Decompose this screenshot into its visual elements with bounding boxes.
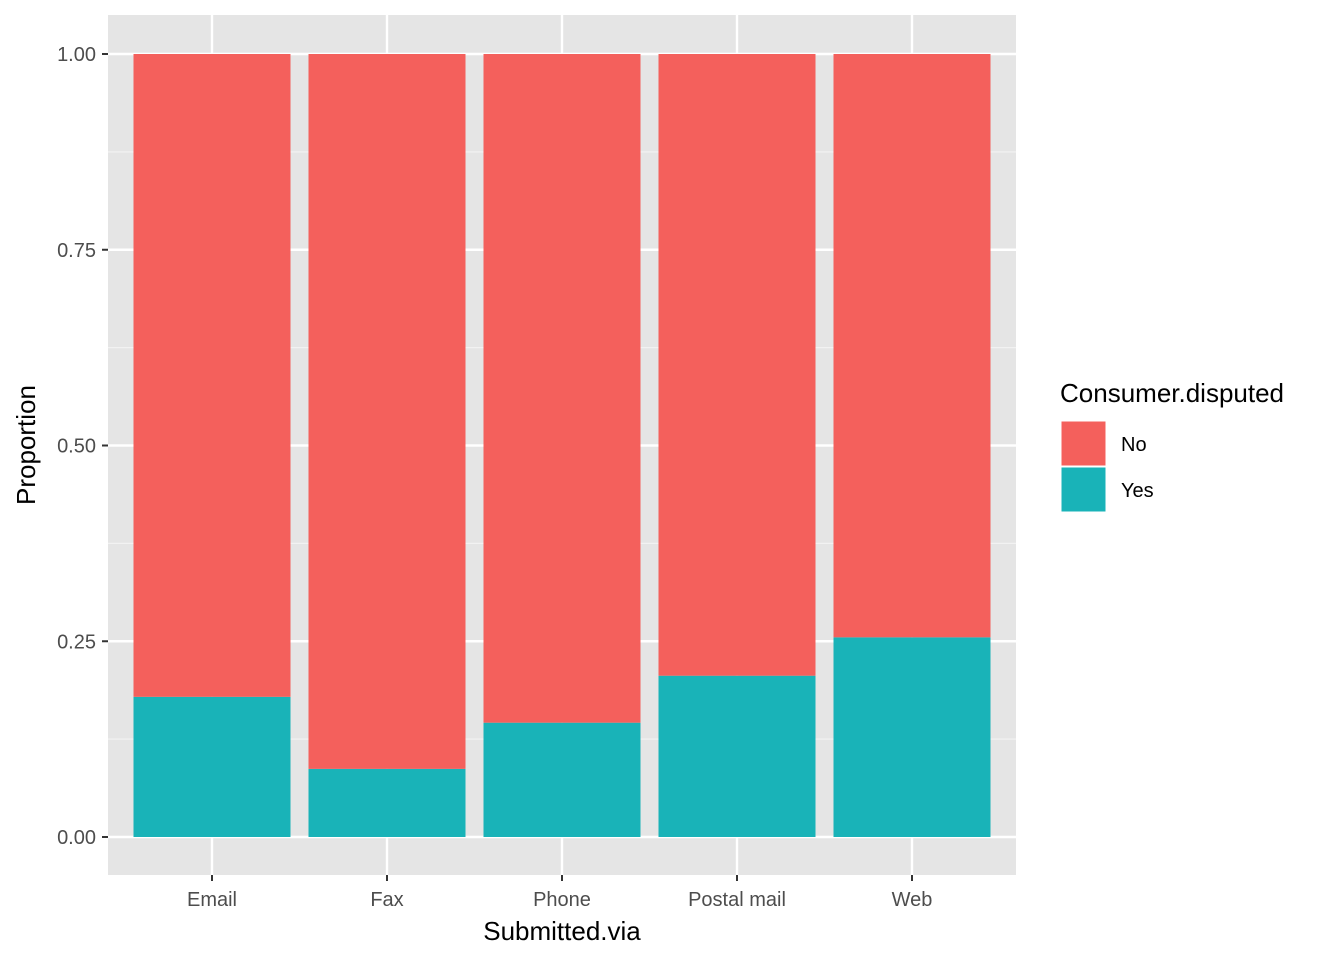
legend-key-no bbox=[1060, 420, 1107, 467]
legend-title: Consumer.disputed bbox=[1060, 378, 1284, 408]
bar-no bbox=[658, 54, 816, 676]
x-tick-label: Web bbox=[892, 889, 933, 911]
bar-yes bbox=[658, 675, 816, 837]
x-tick-label: Fax bbox=[370, 889, 403, 911]
y-tick-label: 0.25 bbox=[57, 631, 96, 653]
bar-no bbox=[833, 54, 991, 638]
legend: Consumer.disputed No Yes bbox=[1060, 378, 1284, 513]
x-axis-title: Submitted.via bbox=[483, 916, 641, 946]
bar-yes bbox=[483, 722, 641, 837]
y-axis-title: Proportion bbox=[11, 385, 41, 505]
bars bbox=[133, 54, 991, 837]
y-tick-label: 1.00 bbox=[57, 44, 96, 66]
bar-yes bbox=[833, 637, 991, 837]
y-tick-label: 0.00 bbox=[57, 827, 96, 849]
x-tick-label: Phone bbox=[533, 889, 591, 911]
legend-key-yes bbox=[1060, 466, 1107, 513]
bar-yes bbox=[133, 696, 291, 837]
bar-yes bbox=[308, 768, 466, 837]
y-tick-label: 0.75 bbox=[57, 240, 96, 262]
y-tick-label: 0.50 bbox=[57, 436, 96, 458]
x-tick-label: Postal mail bbox=[688, 889, 786, 911]
x-tick-label: Email bbox=[187, 889, 237, 911]
bar-no bbox=[483, 54, 641, 723]
bar-no bbox=[308, 54, 466, 769]
legend-label: Yes bbox=[1121, 480, 1154, 502]
legend-label: No bbox=[1121, 434, 1147, 456]
axes: 0.00 0.25 0.50 0.75 1.00 Email Fax Phone Postal … bbox=[57, 44, 932, 911]
bar-no bbox=[133, 54, 291, 697]
